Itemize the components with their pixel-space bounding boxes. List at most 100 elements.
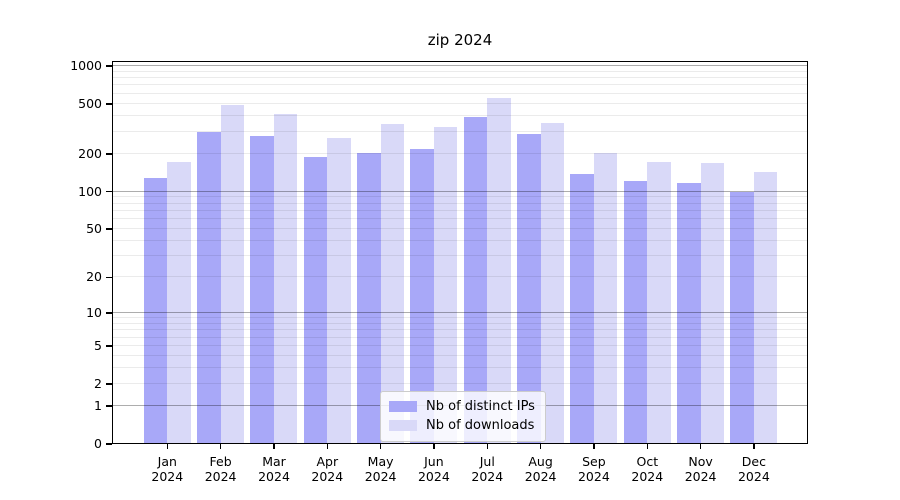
bar-downloads-oct: [647, 162, 671, 444]
y-tick-label-1000: 1000: [70, 57, 102, 73]
y-tick-mark-100: [106, 190, 112, 193]
gridline-minor-60: [112, 218, 808, 219]
y-tick-mark-10: [106, 312, 112, 314]
x-tick-mark-aug: [539, 444, 542, 449]
bar-downloads-sep: [593, 153, 618, 444]
x-tick-year-sep: 2024: [577, 469, 610, 484]
legend-item-downloads: Nb of downloads: [389, 416, 535, 435]
y-tick-mark-2: [106, 383, 112, 385]
gridline-minor-400: [112, 115, 808, 116]
x-tick-year-apr: 2024: [311, 469, 344, 484]
x-tick-year-dec: 2024: [737, 469, 770, 484]
y-tick-mark-5: [106, 345, 112, 347]
gridline-major-10: [112, 311, 808, 313]
x-tick-year-feb: 2024: [204, 469, 237, 484]
gridline-minor-80: [112, 202, 808, 204]
bar-ips-oct: [623, 180, 648, 444]
gridline-minor-500: [112, 102, 808, 104]
bar-ips-apr: [303, 157, 328, 444]
legend-label-downloads: Nb of downloads: [426, 418, 535, 433]
x-tick-label-sep: Sep 2024: [564, 454, 624, 484]
bar-ips-sep: [570, 173, 594, 444]
x-tick-mark-feb: [219, 444, 222, 449]
x-tick-label-nov: Nov 2024: [671, 454, 731, 484]
x-tick-year-jul: 2024: [471, 469, 504, 484]
y-tick-mark-20: [106, 276, 112, 279]
x-tick-mark-may: [379, 444, 382, 449]
gridline-minor-5: [112, 345, 808, 346]
x-tick-label-dec: Dec 2024: [724, 454, 784, 484]
y-tick-label-20: 20: [86, 269, 102, 285]
bar-downloads-jan: [167, 162, 191, 444]
gridline-minor-50: [112, 227, 808, 229]
x-tick-mark-oct: [646, 444, 648, 449]
gridline-minor-9: [112, 317, 808, 318]
bar-downloads-may: [380, 123, 405, 444]
gridline-minor-30: [112, 255, 808, 257]
x-tick-label-may: May 2024: [351, 454, 411, 484]
y-tick-label-200: 200: [78, 145, 102, 161]
x-tick-year-nov: 2024: [684, 469, 717, 484]
gridline-minor-90: [112, 196, 808, 198]
x-tick-mark-nov: [699, 444, 702, 449]
y-tick-mark-500: [106, 103, 112, 105]
gridline-minor-800: [112, 77, 808, 79]
x-tick-mark-dec: [753, 444, 755, 449]
gridline-minor-300: [112, 130, 808, 132]
gridline-minor-40: [112, 239, 808, 241]
gridline-minor-8: [112, 322, 808, 324]
gridline-major-1000: [112, 64, 808, 66]
x-tick-mark-apr: [326, 444, 328, 449]
x-tick-label-aug: Aug 2024: [511, 454, 571, 484]
bar-ips-feb: [197, 131, 221, 444]
x-tick-label-mar: Mar 2024: [244, 454, 304, 484]
bar-downloads-feb: [220, 105, 245, 444]
gridline-minor-20: [112, 276, 808, 278]
x-tick-mark-jun: [433, 444, 435, 449]
y-tick-label-50: 50: [86, 220, 102, 236]
x-tick-year-aug: 2024: [524, 469, 557, 484]
y-tick-mark-200: [106, 153, 112, 155]
gridline-minor-70: [112, 209, 808, 211]
x-tick-label-oct: Oct 2024: [617, 454, 677, 484]
y-tick-label-500: 500: [78, 95, 102, 111]
bar-ips-jun: [410, 148, 434, 444]
x-tick-label-feb: Feb 2024: [191, 454, 251, 484]
y-tick-label-100: 100: [78, 183, 102, 199]
gridline-minor-7: [112, 329, 808, 331]
bar-downloads-jun: [433, 126, 458, 444]
gridline-minor-3: [112, 367, 808, 369]
x-tick-year-oct: 2024: [631, 469, 664, 484]
x-tick-label-jun: Jun 2024: [404, 454, 464, 484]
bar-ips-may: [357, 152, 381, 444]
x-tick-year-jun: 2024: [417, 469, 450, 484]
bar-downloads-dec: [753, 172, 778, 444]
x-tick-year-may: 2024: [364, 469, 397, 484]
gridline-minor-600: [112, 92, 808, 94]
bar-downloads-jul: [487, 97, 511, 444]
x-tick-label-apr: Apr 2024: [297, 454, 357, 484]
bar-ips-mar: [250, 135, 274, 444]
bar-ips-jan: [143, 178, 168, 444]
x-tick-label-jan: Jan 2024: [137, 454, 197, 484]
x-tick-mark-sep: [593, 444, 595, 449]
y-tick-label-10: 10: [86, 304, 102, 320]
x-tick-label-jul: Jul 2024: [457, 454, 517, 484]
x-tick-year-jan: 2024: [151, 469, 184, 484]
gridline-minor-900: [112, 70, 808, 72]
bar-downloads-mar: [273, 113, 298, 444]
y-tick-mark-1000: [106, 65, 112, 67]
plot-area: [112, 61, 808, 444]
x-tick-mark-jan: [166, 444, 169, 449]
legend-item-distinct-ips: Nb of distinct IPs: [389, 397, 535, 416]
chart-title: zip 2024: [427, 31, 493, 49]
y-tick-mark-1: [106, 405, 112, 407]
bar-downloads-nov: [700, 162, 725, 444]
gridline-minor-700: [112, 84, 808, 86]
gridline-minor-2: [112, 382, 808, 384]
y-tick-label-2: 2: [94, 375, 102, 391]
y-tick-mark-0: [106, 443, 112, 445]
y-tick-label-5: 5: [94, 338, 102, 353]
legend-swatch-downloads: [389, 420, 417, 431]
